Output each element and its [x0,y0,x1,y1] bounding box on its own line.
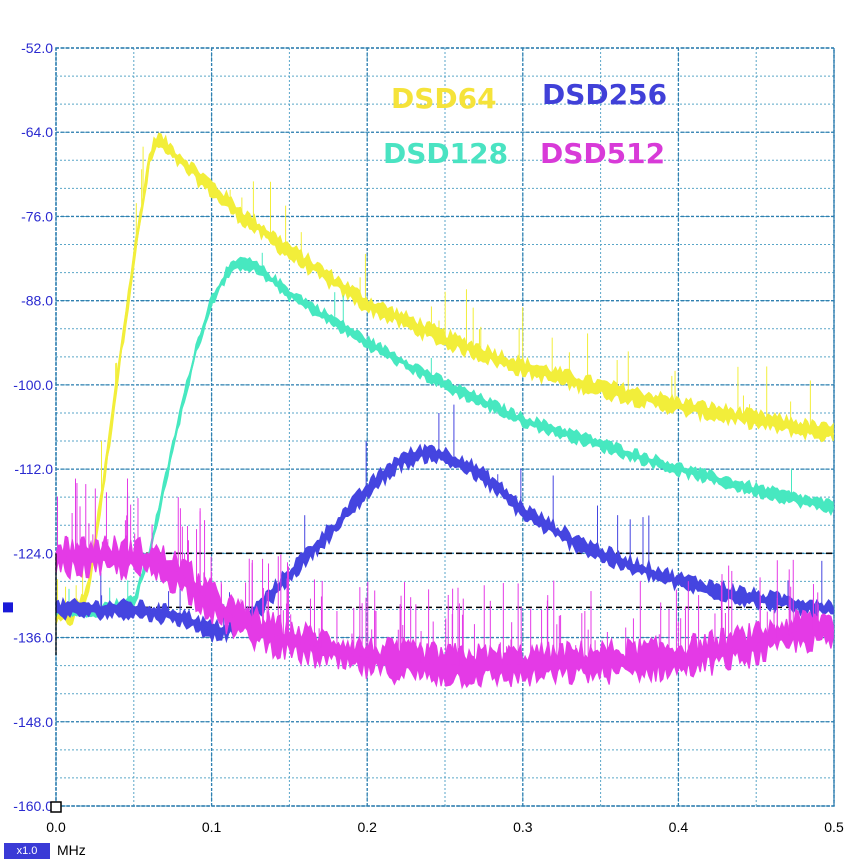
x-axis-unit-label: MHz [57,842,86,858]
legend-dsd256: DSD256 [542,78,667,111]
y-tick-label: -64.0 [21,124,53,140]
markers [3,553,62,813]
y-tick-label: -88.0 [21,293,53,309]
x-tick-label: 0.1 [202,819,222,835]
y-tick-label: -76.0 [21,208,53,224]
y-tick-label: -100.0 [13,377,53,393]
x-tick-label: 0.2 [357,819,377,835]
series-band [55,535,834,690]
legend: DSD64 DSD128 DSD256 DSD512 [383,78,667,170]
y-tick-label: -112.0 [14,461,53,477]
series-band [55,256,834,618]
y-tick-label: -52.0 [21,40,53,56]
legend-dsd64: DSD64 [391,82,497,115]
series-line [56,450,835,632]
legend-dsd512: DSD512 [540,137,665,170]
x-tick-label: 0.3 [513,819,533,835]
series-line [56,555,834,667]
series-band [55,443,834,644]
reference-level-marker[interactable] [3,602,13,613]
axes: -52.0 -64.0 -76.0 -88.0 -100.0 -112.0 -124.0 -1… [13,40,844,835]
series-layer [55,132,835,690]
y-tick-label: -124.0 [13,545,53,561]
x-tick-label: 0.4 [669,819,689,835]
series-dsd512 [55,478,834,690]
y-tick-label: -160.0 [13,798,53,814]
scale-badge[interactable]: x1.0 [4,843,50,859]
series-band [55,132,834,627]
x-tick-label: 0.5 [824,819,844,835]
series-dsd64 [55,132,835,627]
series-dsd256 [55,404,835,644]
legend-dsd128: DSD128 [383,137,508,170]
origin-marker[interactable] [50,801,62,813]
x-tick-label: 0.0 [46,819,66,835]
y-tick-label: -136.0 [13,630,53,646]
y-tick-label: -148.0 [13,714,53,730]
series-line [56,137,835,618]
plot-frame [55,47,835,807]
